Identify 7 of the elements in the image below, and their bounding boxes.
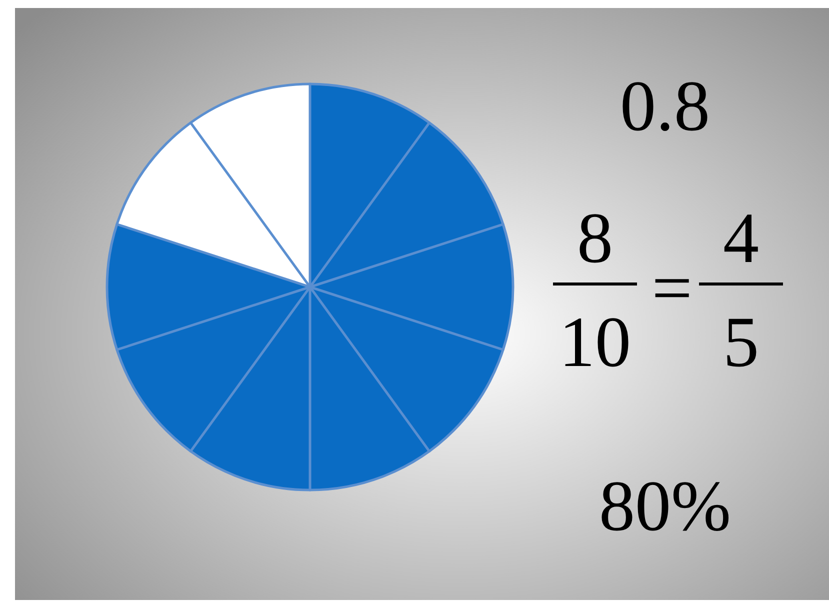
- text: =: [652, 248, 692, 328]
- text: 80%: [599, 466, 731, 546]
- text: 0.8: [620, 66, 710, 146]
- text: 4: [723, 198, 759, 278]
- text: 5: [723, 302, 759, 382]
- text: 8: [577, 198, 613, 278]
- text: 10: [559, 302, 631, 382]
